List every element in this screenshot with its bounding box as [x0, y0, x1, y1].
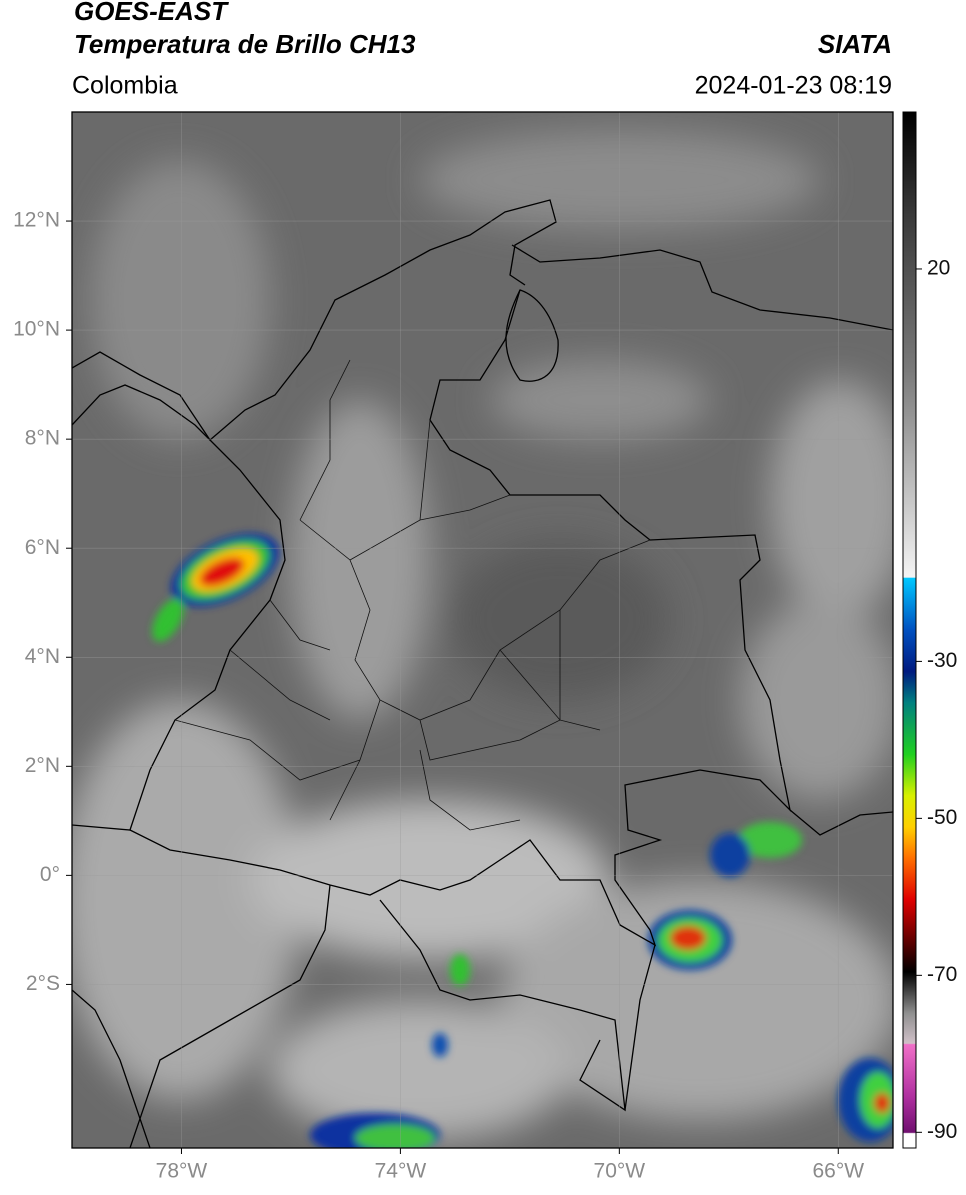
title: GOES-EAST	[74, 0, 229, 26]
datetime: 2024-01-23 08:19	[695, 72, 892, 100]
colorbar-tick-label: 20	[927, 257, 950, 280]
y-tick-label: 8°N	[25, 427, 60, 450]
y-tick-label: 4°N	[25, 645, 60, 668]
region: Colombia	[72, 72, 178, 100]
y-tick-label: 0°	[40, 863, 60, 886]
colorbar	[902, 111, 917, 1149]
y-tick-label: 2°N	[25, 754, 60, 777]
grid	[72, 112, 893, 1148]
x-tick-label: 66°W	[812, 1160, 864, 1183]
x-tick-label: 70°W	[594, 1160, 646, 1183]
colorbar-ticks: 20 -30 -50 -70 -90	[916, 257, 957, 1143]
x-tick-label: 78°W	[156, 1160, 208, 1183]
subtitle: Temperatura de Brillo CH13	[74, 29, 416, 59]
colorbar-tick-label: -90	[927, 1120, 957, 1143]
y-tick-label: 2°S	[26, 972, 60, 995]
x-tick-label: 74°W	[375, 1160, 427, 1183]
y-tick-label: 12°N	[13, 209, 60, 232]
borders	[72, 199, 893, 1148]
colorbar-tick-label: -50	[927, 806, 957, 829]
y-tick-label: 10°N	[13, 318, 60, 341]
colorbar-tick-label: -30	[927, 649, 957, 672]
axis-ticks: 78°W 74°W 70°W 66°W 12°N 10°N 8°N 6°N 4°N 2°N 0° 2°…	[13, 209, 864, 1183]
source: SIATA	[818, 29, 892, 59]
y-tick-label: 6°N	[25, 536, 60, 559]
map-frame	[71, 111, 894, 1149]
satellite-image	[72, 112, 893, 1148]
convective-cells	[152, 533, 893, 1148]
colorbar-tick-label: -70	[927, 963, 957, 986]
